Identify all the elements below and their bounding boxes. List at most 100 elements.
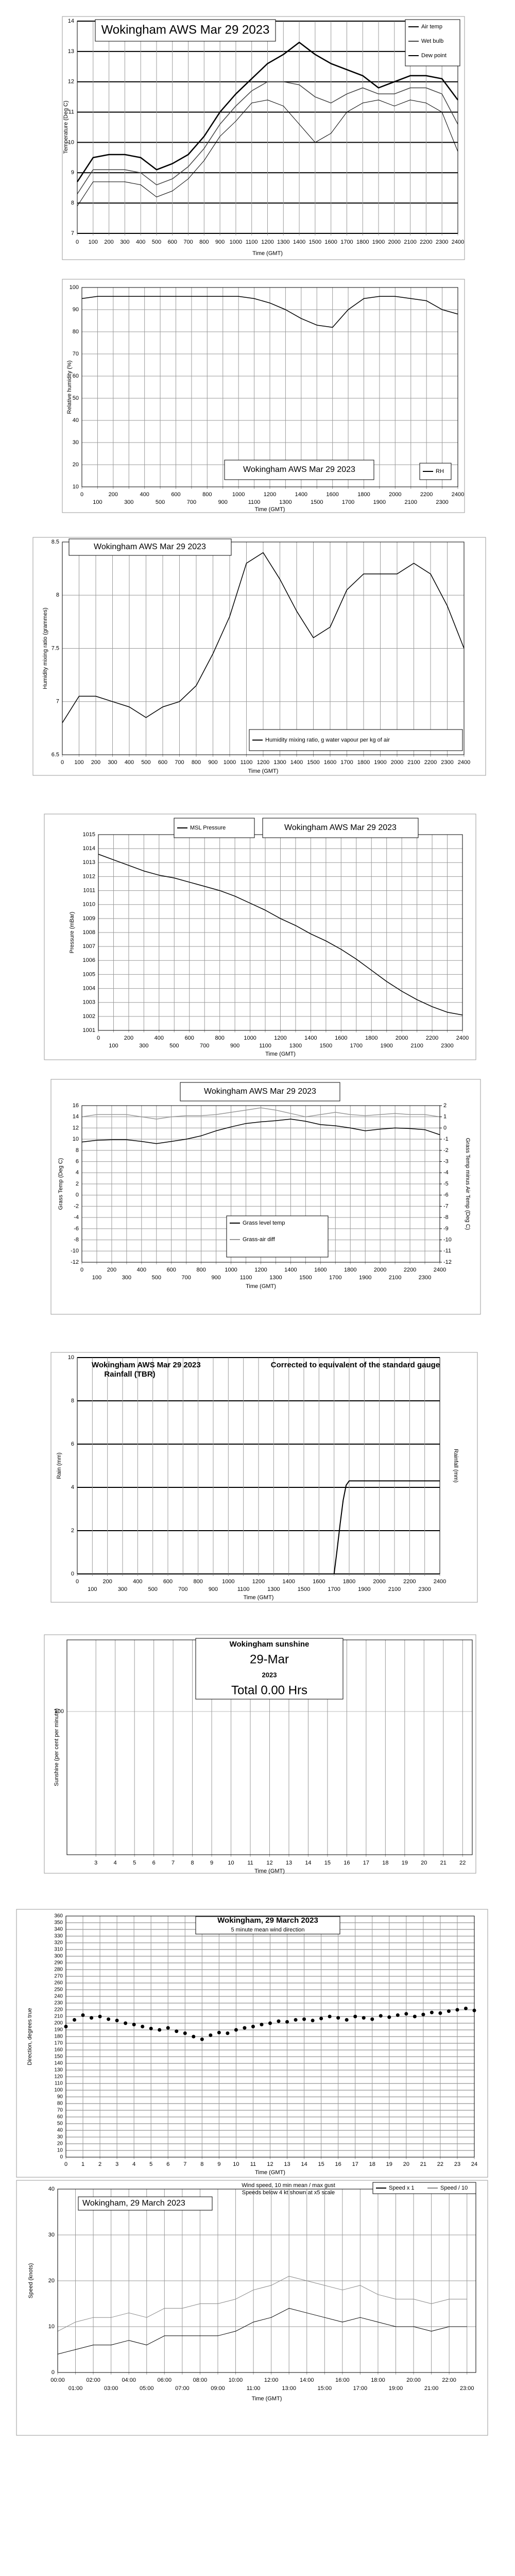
- x-tick-label: 16:00: [335, 2377, 350, 2383]
- x-tick-label: 19:00: [389, 2385, 403, 2392]
- y2-axis-label: Rainfall (mm): [453, 1449, 459, 1482]
- y-tick-label: 1013: [83, 859, 95, 866]
- y-tick-label: -6: [74, 1226, 79, 1232]
- x-tick-label: 400: [133, 1579, 142, 1585]
- x-tick-label: 300: [122, 1275, 131, 1281]
- y-tick-label: 30: [48, 2232, 55, 2238]
- y-tick-label: -8: [74, 1236, 79, 1243]
- x-tick-label: 2000: [391, 759, 403, 766]
- y-tick-label: 200: [54, 2021, 63, 2026]
- x-tick-label: 700: [178, 1586, 187, 1592]
- y-tick-label: 6: [71, 1441, 74, 1447]
- chart-title: Wokingham AWS Mar 29 2023: [92, 1361, 201, 1369]
- x-tick-label: 23:00: [460, 2385, 474, 2392]
- x-tick-label: 900: [208, 759, 217, 766]
- y-axis-label: Speed (knots): [28, 2263, 34, 2298]
- x-tick-label: 9: [210, 1860, 213, 1866]
- y-tick-label: 280: [54, 1967, 63, 1973]
- x-tick-label: 1400: [290, 759, 303, 766]
- y-tick-label: 1002: [83, 1013, 95, 1020]
- chart-text: 29-Mar: [250, 1652, 289, 1666]
- y-tick-label: 7: [56, 699, 59, 705]
- y-tick-label: 90: [73, 307, 79, 313]
- y-tick-label: 50: [73, 395, 79, 401]
- x-tick-label: 300: [124, 499, 133, 505]
- y-tick-label: 2: [76, 1181, 79, 1187]
- chart-title: Wokingham AWS Mar 29 2023: [101, 23, 270, 37]
- y-tick-label: 40: [73, 417, 79, 423]
- x-tick-label: 1600: [324, 239, 337, 245]
- x-tick-label: 1500: [298, 1586, 310, 1592]
- x-tick-label: 1800: [356, 239, 369, 245]
- x-tick-label: 700: [175, 759, 184, 766]
- x-tick-label: 1800: [344, 1267, 356, 1273]
- x-tick-label: 11: [250, 2161, 256, 2167]
- x-tick-label: 09:00: [211, 2385, 225, 2392]
- x-axis-label: Time (GMT): [252, 2396, 282, 2402]
- data-point: [277, 2019, 281, 2023]
- x-axis-label: Time (GMT): [252, 250, 283, 257]
- x-tick-label: 21:00: [424, 2385, 439, 2392]
- x-tick-label: 2200: [403, 1579, 416, 1585]
- y2-tick-label: 0: [443, 1125, 447, 1131]
- y-tick-label: 1009: [83, 916, 95, 922]
- x-tick-label: 0: [64, 2161, 67, 2167]
- x-tick-label: 1100: [241, 759, 253, 766]
- x-tick-label: 600: [158, 759, 167, 766]
- y-tick-label: 60: [57, 2114, 63, 2120]
- x-tick-label: 0: [76, 1579, 79, 1585]
- y-tick-label: 130: [54, 2067, 63, 2073]
- x-tick-label: 1700: [329, 1275, 341, 1281]
- plot-border: [57, 2189, 476, 2373]
- x-tick-label: 1700: [328, 1586, 340, 1592]
- x-tick-label: 08:00: [193, 2377, 208, 2383]
- x-tick-label: 500: [141, 759, 150, 766]
- y-tick-label: 250: [54, 1987, 63, 1993]
- x-tick-label: 7: [171, 1860, 175, 1866]
- y-tick-label: -2: [74, 1203, 79, 1209]
- x-tick-label: 17: [363, 1860, 369, 1866]
- y-tick-label: 120: [54, 2074, 63, 2080]
- y-tick-label: -10: [71, 1248, 79, 1254]
- y-tick-label: 40: [57, 2128, 63, 2133]
- x-tick-label: 6: [152, 1860, 156, 1866]
- y2-tick-label: -6: [443, 1192, 449, 1198]
- x-tick-label: 11: [247, 1860, 253, 1866]
- chart-text: Wind speed, 10 min mean / max gust: [242, 2182, 335, 2189]
- y-tick-label: 7: [71, 230, 74, 236]
- title-box: [78, 2196, 213, 2211]
- x-tick-label: 00:00: [50, 2377, 65, 2383]
- y-tick-label: 340: [54, 1927, 63, 1933]
- x-tick-label: 1200: [261, 239, 273, 245]
- x-tick-label: 19: [386, 2161, 392, 2167]
- x-tick-label: 03:00: [104, 2385, 118, 2392]
- data-point: [90, 2016, 94, 2020]
- x-tick-label: 8: [191, 1860, 194, 1866]
- x-tick-label: 18:00: [371, 2377, 385, 2383]
- x-tick-label: 04:00: [122, 2377, 136, 2383]
- y-tick-label: 300: [54, 1954, 63, 1959]
- x-tick-label: 1900: [380, 1043, 392, 1049]
- y-tick-label: 12: [73, 1125, 79, 1131]
- x-tick-label: 2300: [418, 1586, 431, 1592]
- x-tick-label: 1500: [299, 1275, 312, 1281]
- y-tick-label: 350: [54, 1920, 63, 1926]
- title-box: [68, 538, 232, 556]
- y-tick-label: 90: [57, 2094, 63, 2100]
- chart-title: Wokingham AWS Mar 29 2023: [284, 823, 397, 832]
- x-tick-label: 2100: [410, 1043, 423, 1049]
- y-tick-label: -12: [71, 1259, 79, 1265]
- y-tick-label: 270: [54, 1974, 63, 1979]
- x-tick-label: 900: [211, 1275, 220, 1281]
- y-tick-label: 0: [52, 2369, 55, 2376]
- x-tick-label: 200: [124, 1035, 133, 1041]
- data-line: [77, 81, 458, 194]
- y-tick-label: 8: [71, 200, 74, 206]
- y2-tick-label: -7: [443, 1203, 449, 1209]
- y-tick-label: 140: [54, 2061, 63, 2066]
- legend-label: Humidity mixing ratio, g water vapour pe…: [265, 737, 390, 743]
- x-tick-label: 100: [109, 1043, 118, 1049]
- x-tick-label: 600: [185, 1035, 194, 1041]
- x-tick-label: 15:00: [318, 2385, 332, 2392]
